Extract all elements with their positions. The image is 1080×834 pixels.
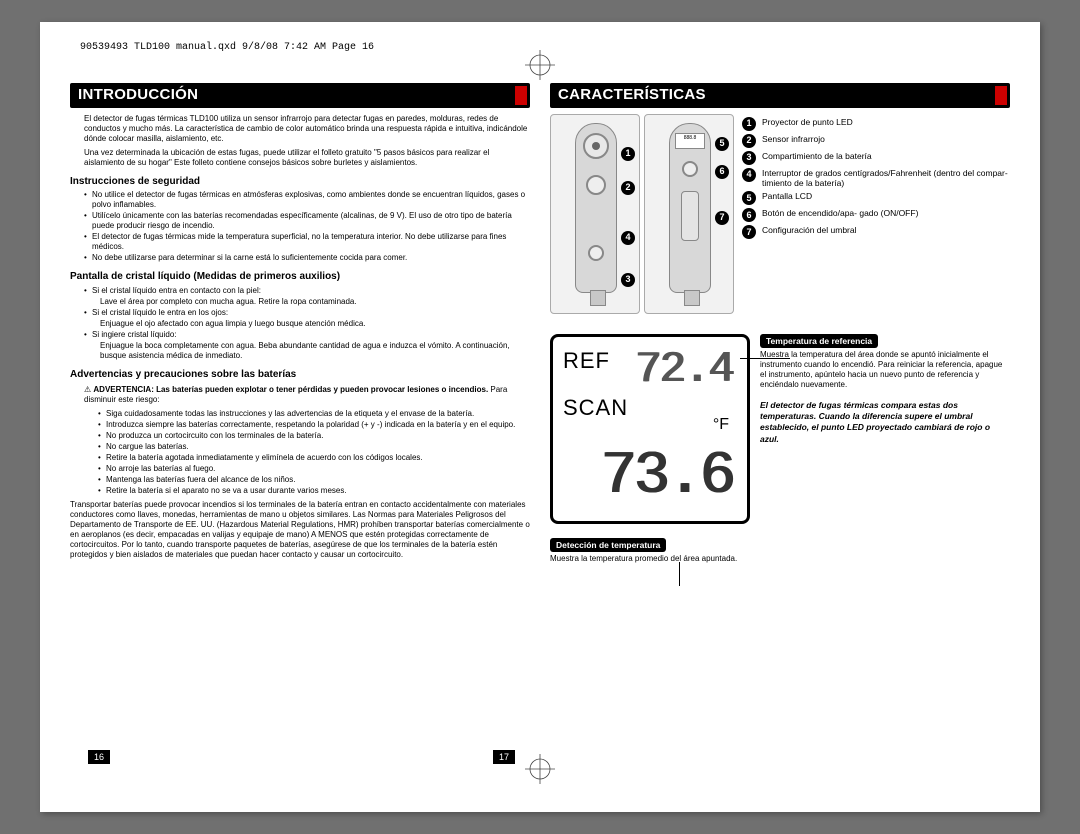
battery-list: Siga cuidadosamente todas las instruccio…	[98, 409, 530, 496]
right-column: CARACTERÍSTICAS 1 2 4 3 8	[550, 83, 1010, 564]
crop-mark-top	[525, 50, 555, 80]
battery-item: Introduzca siempre las baterías correcta…	[98, 420, 530, 430]
detect-body: Muestra la temperatura promedio del área…	[550, 554, 737, 563]
firstaid-item: Si ingiere cristal líquido:	[84, 330, 530, 340]
firstaid-sub: Enjuague la boca completamente con agua.…	[84, 341, 530, 361]
battery-item: No arroje las baterías al fuego.	[98, 464, 530, 474]
callout-1: 1	[621, 147, 635, 161]
temp-ref-title: Temperatura de referencia	[760, 334, 878, 349]
firstaid-item: Si el cristal líquido le entra en los oj…	[84, 308, 530, 318]
battery-item: Siga cuidadosamente todas las instruccio…	[98, 409, 530, 419]
compare-note: El detector de fugas térmicas compara es…	[760, 400, 1010, 444]
battery-transport: Transportar baterías puede provocar ince…	[70, 500, 530, 560]
safety-list: No utilice el detector de fugas térmicas…	[84, 190, 530, 263]
battery-item: No cargue las baterías.	[98, 442, 530, 452]
legend-row: 3Compartimiento de la batería	[742, 151, 1010, 165]
callout-line	[679, 562, 680, 586]
callout-4: 4	[621, 231, 635, 245]
callout-6: 6	[715, 165, 729, 179]
firstaid-item: Si el cristal líquido entra en contacto …	[84, 286, 530, 296]
features-legend: 1Proyector de punto LED 2Sensor infrarro…	[742, 114, 1010, 314]
content-columns: INTRODUCCIÓN El detector de fugas térmic…	[70, 83, 1010, 564]
intro-paragraph-2: Una vez determinada la ubicación de esta…	[84, 148, 530, 168]
detection-note: Detección de temperatura Muestra la temp…	[550, 538, 750, 565]
firstaid-sub: Lave el área por completo con mucha agua…	[84, 297, 530, 307]
section-title-features: CARACTERÍSTICAS	[550, 83, 1010, 108]
detect-title: Detección de temperatura	[550, 538, 666, 553]
section-title-intro: INTRODUCCIÓN	[70, 83, 530, 108]
safety-item: Utilícelo únicamente con las baterías re…	[84, 211, 530, 231]
callout-7: 7	[715, 211, 729, 225]
callout-3: 3	[621, 273, 635, 287]
lcd-ref-value: 72.4	[635, 343, 733, 398]
safety-item: No utilice el detector de fugas térmicas…	[84, 190, 530, 210]
callout-5: 5	[715, 137, 729, 151]
firstaid-list: Si el cristal líquido entra en contacto …	[84, 286, 530, 361]
safety-item: El detector de fugas térmicas mide la te…	[84, 232, 530, 252]
manual-page-spread: 90539493 TLD100 manual.qxd 9/8/08 7:42 A…	[40, 22, 1040, 812]
legend-row: 4Interruptor de grados centígrados/Fahre…	[742, 168, 1010, 188]
legend-row: 2Sensor infrarrojo	[742, 134, 1010, 148]
battery-item: Retire la batería agotada inmediatamente…	[98, 453, 530, 463]
mini-lcd: 888.8	[675, 133, 705, 149]
battery-item: No produzca un cortocircuito con los ter…	[98, 431, 530, 441]
device-back-view: 888.8 5 6 7	[644, 114, 734, 314]
legend-row: 6Botón de encendido/apa- gado (ON/OFF)	[742, 208, 1010, 222]
legend-row: 5Pantalla LCD	[742, 191, 1010, 205]
device-front-view: 1 2 4 3	[550, 114, 640, 314]
features-figure-row: 1 2 4 3 888.8 5 6 7	[550, 114, 1010, 314]
callout-line	[740, 358, 790, 359]
lcd-display: REF 72.4 SCAN °F 73.6	[550, 334, 750, 524]
left-column: INTRODUCCIÓN El detector de fugas térmic…	[70, 83, 530, 564]
firstaid-sub: Enjuague el ojo afectado con agua limpia…	[84, 319, 530, 329]
page-number-left: 16	[88, 750, 110, 764]
subhead-battery: Advertencias y precauciones sobre las ba…	[70, 369, 530, 382]
lcd-scan-value: 73.6	[601, 440, 733, 515]
legend-row: 1Proyector de punto LED	[742, 117, 1010, 131]
lcd-unit: °F	[713, 415, 729, 435]
lcd-scan-label: SCAN	[563, 394, 737, 422]
safety-item: No debe utilizarse para determinar si la…	[84, 253, 530, 263]
lcd-section: REF 72.4 SCAN °F 73.6 Detección de tempe…	[550, 334, 1010, 565]
crop-mark-bottom	[525, 754, 555, 784]
device-images: 1 2 4 3 888.8 5 6 7	[550, 114, 734, 314]
subhead-safety: Instrucciones de seguridad	[70, 176, 530, 189]
warning-icon: ⚠	[84, 385, 91, 394]
page-number-right: 17	[493, 750, 515, 764]
battery-warning: ⚠ ADVERTENCIA: Las baterías pueden explo…	[84, 385, 530, 405]
callout-2: 2	[621, 181, 635, 195]
lcd-side-notes: Temperatura de referencia Muestra la tem…	[760, 334, 1010, 565]
legend-row: 7Configuración del umbral	[742, 225, 1010, 239]
battery-item: Mantenga las baterías fuera del alcance …	[98, 475, 530, 485]
temp-ref-body: Muestra la temperatura del área donde se…	[760, 350, 1010, 390]
intro-paragraph-1: El detector de fugas térmicas TLD100 uti…	[84, 114, 530, 144]
subhead-lcd: Pantalla de cristal líquido (Medidas de …	[70, 271, 530, 284]
battery-item: Retire la batería si el aparato no se va…	[98, 486, 530, 496]
